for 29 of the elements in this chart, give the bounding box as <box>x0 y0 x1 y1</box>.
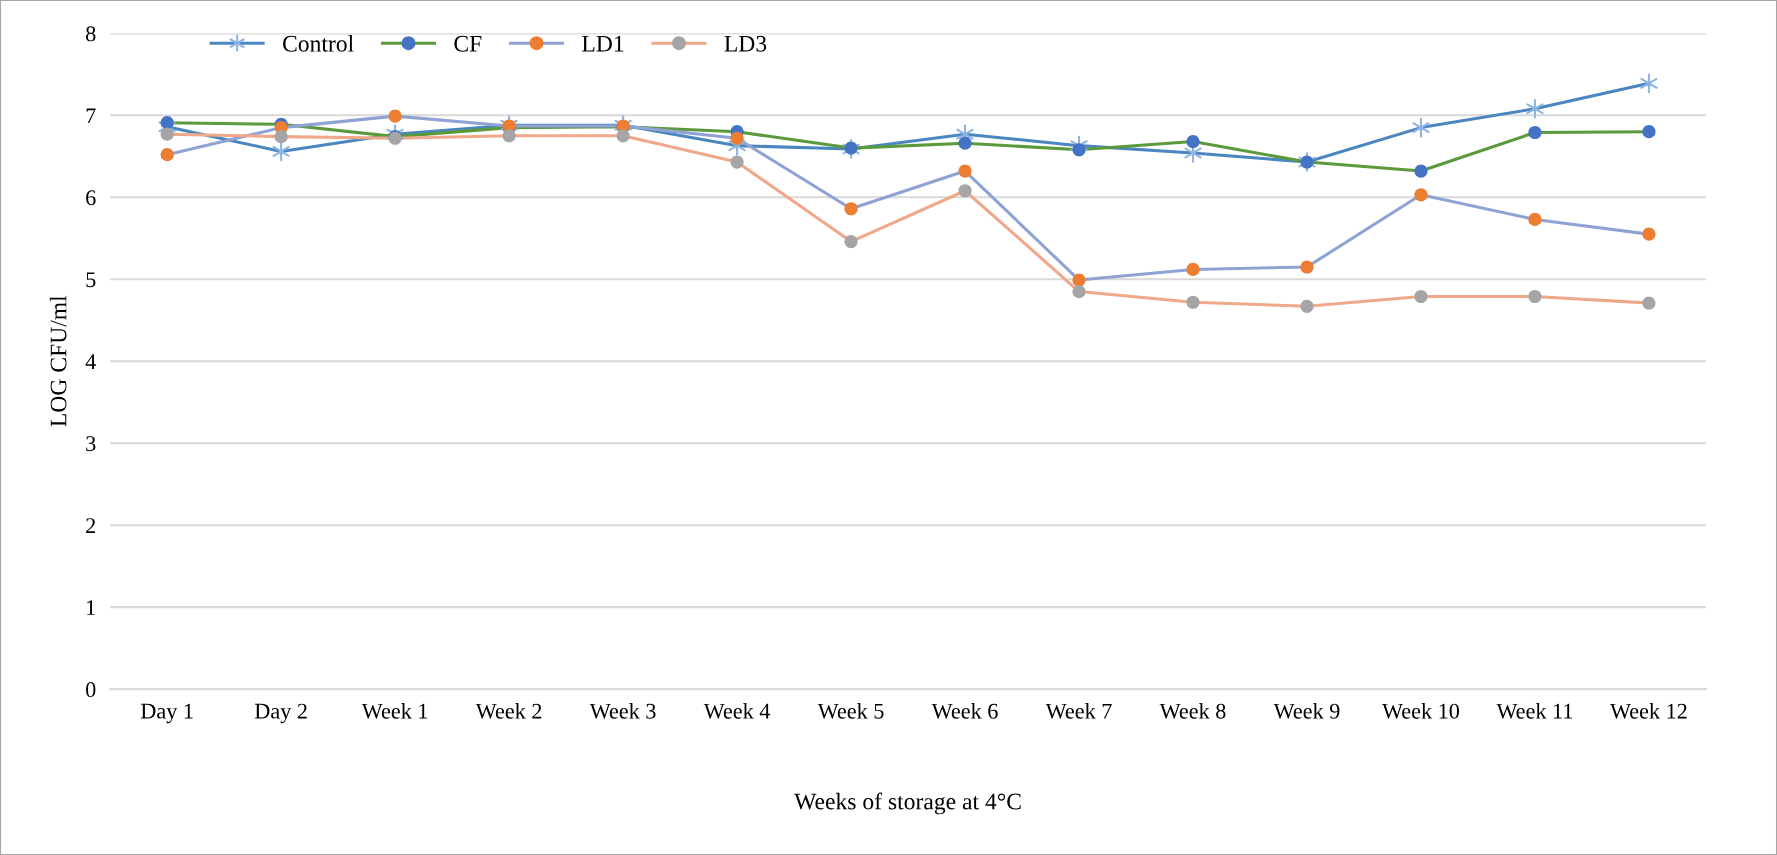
x-axis-title: Weeks of storage at 4°C <box>794 792 1021 815</box>
y-tick-label: 6 <box>86 190 96 206</box>
x-tick-label: Week 11 <box>1496 703 1573 719</box>
x-tick-label: Week 4 <box>703 703 771 719</box>
y-tick-label: 3 <box>86 436 96 452</box>
legend-label: LD1 <box>582 35 624 52</box>
y-tick-label: 1 <box>87 600 95 615</box>
x-tick-label: Week 3 <box>589 703 656 719</box>
x-tick-label: Day 1 <box>140 703 193 724</box>
x-tick-label: Week 2 <box>475 703 542 719</box>
x-tick-label: Week 10 <box>1382 703 1460 719</box>
y-tick-label: 2 <box>86 518 96 533</box>
y-tick-label: 5 <box>86 272 96 288</box>
x-tick-label: Week 9 <box>1273 703 1340 719</box>
legend-label: LD3 <box>724 35 767 52</box>
y-tick-label: 4 <box>85 354 96 369</box>
x-tick-label: Week 8 <box>1159 703 1226 719</box>
y-tick-label: 0 <box>86 682 96 698</box>
x-tick-label: Week 1 <box>361 703 428 719</box>
legend-label: Control <box>283 35 354 52</box>
legend-label: CF <box>454 35 482 52</box>
y-axis-title: LOG CFU/ml <box>49 295 67 427</box>
x-tick-label: Week 7 <box>1045 703 1112 719</box>
x-tick-label: Week 12 <box>1610 703 1687 719</box>
y-tick-label: 8 <box>86 26 96 42</box>
x-tick-label: Week 6 <box>931 703 998 719</box>
y-tick-label: 7 <box>86 108 96 124</box>
x-tick-label: Day 2 <box>254 703 307 724</box>
x-tick-label: Week 5 <box>817 703 884 719</box>
